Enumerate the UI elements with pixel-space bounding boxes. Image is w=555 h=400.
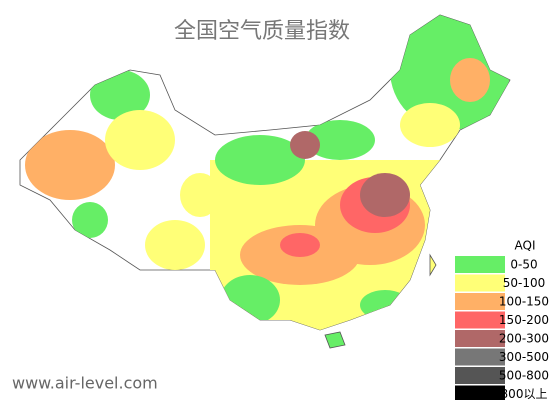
map bbox=[19, 14, 511, 349]
region bbox=[220, 275, 280, 325]
legend-swatch bbox=[455, 311, 505, 329]
legend-title: AQI bbox=[515, 239, 536, 253]
region bbox=[360, 173, 410, 217]
region bbox=[290, 131, 320, 159]
island bbox=[324, 331, 346, 349]
region bbox=[305, 120, 375, 160]
region bbox=[280, 233, 320, 257]
legend: AQI 0-50 50-100 100-150 150-200 200-300 300-5… bbox=[452, 234, 555, 400]
legend-swatch bbox=[455, 367, 505, 384]
region bbox=[360, 290, 410, 320]
region bbox=[180, 173, 220, 217]
legend-swatch bbox=[455, 385, 505, 400]
legend-label: 200-300 bbox=[499, 332, 549, 346]
legend-swatch bbox=[455, 256, 505, 273]
legend-label: 50-100 bbox=[503, 276, 546, 290]
region bbox=[25, 130, 115, 200]
region bbox=[90, 70, 150, 120]
legend-label: 500-800 bbox=[499, 369, 549, 383]
title: 全国空气质量指数 bbox=[174, 19, 350, 44]
legend-label: 100-150 bbox=[499, 295, 549, 309]
region bbox=[145, 220, 205, 270]
legend-label: 150-200 bbox=[499, 313, 549, 327]
watermark: www.air-level.com bbox=[12, 374, 158, 393]
region bbox=[400, 103, 460, 147]
aqi-layer bbox=[25, 15, 510, 330]
region bbox=[72, 202, 108, 238]
legend-swatch bbox=[455, 274, 505, 292]
region bbox=[105, 110, 175, 170]
legend-swatch bbox=[455, 330, 505, 347]
legend-swatch bbox=[455, 293, 505, 310]
region bbox=[215, 135, 305, 185]
legend-label: 800以上 bbox=[501, 387, 548, 400]
island bbox=[429, 253, 437, 277]
region bbox=[450, 58, 490, 102]
legend-swatch bbox=[455, 348, 505, 366]
legend-label: 0-50 bbox=[510, 258, 537, 272]
legend-label: 300-500 bbox=[499, 350, 549, 364]
